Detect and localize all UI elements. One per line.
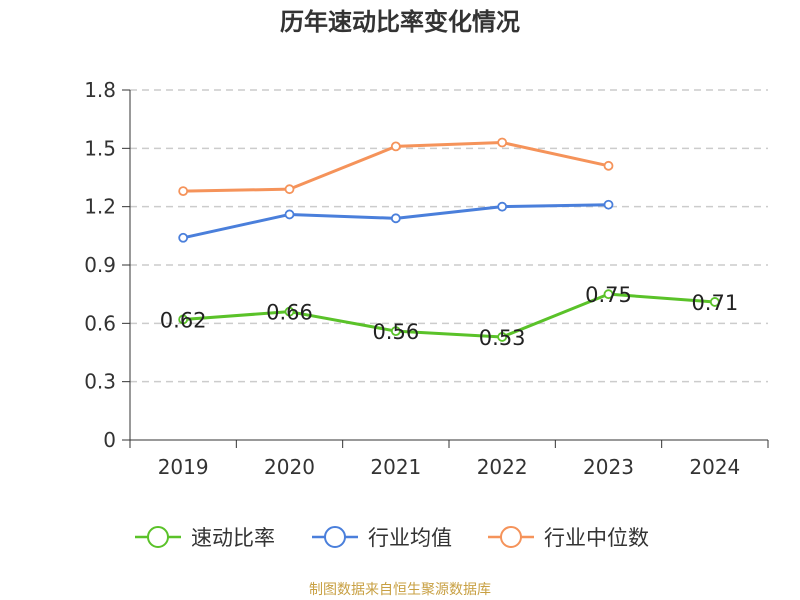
data-point (178, 314, 189, 325)
data-label: 0.56 (372, 320, 419, 344)
y-tick-label: 0.6 (84, 311, 116, 335)
y-tick-label: 0 (103, 428, 116, 452)
x-tick-label: 2024 (689, 455, 740, 479)
data-point (603, 199, 614, 210)
data-point (390, 141, 401, 152)
data-label: 0.53 (479, 326, 526, 350)
data-point (178, 186, 189, 197)
legend-label: 行业中位数 (544, 526, 649, 550)
y-tick-label: 0.3 (84, 370, 116, 394)
legend-item[interactable]: 行业中位数 (488, 526, 649, 550)
data-point (390, 326, 401, 337)
legend-item[interactable]: 速动比率 (135, 526, 275, 550)
y-tick-label: 1.5 (84, 136, 116, 160)
x-tick-label: 2022 (477, 455, 528, 479)
chart-title: 历年速动比率变化情况 (280, 8, 520, 36)
data-point (497, 137, 508, 148)
data-point (603, 289, 614, 300)
legend-label: 行业均值 (368, 526, 452, 550)
data-point (709, 297, 720, 307)
data-label: 0.62 (160, 308, 207, 332)
series-line-0 (183, 292, 715, 339)
data-point (284, 209, 295, 220)
y-tick-label: 0.9 (84, 253, 116, 277)
data-point (603, 160, 614, 171)
data-label: 0.66 (266, 301, 313, 325)
legend-marker (500, 526, 522, 548)
legend[interactable]: 速动比率 行业均值 行业中位数 (135, 526, 649, 550)
data-label: 0.75 (585, 283, 632, 307)
legend-marker (324, 526, 346, 548)
x-tick-label: 2021 (370, 455, 421, 479)
x-tick-label: 2019 (158, 455, 209, 479)
axes: 0 0.3 0.6 0.9 1.2 1.5 1.8 2019 2020 2021 2022 2023 2… (84, 78, 769, 479)
y-tick-label: 1.2 (84, 195, 116, 219)
data-labels: 0.62 0.66 0.56 0.53 0.75 0.71 (160, 283, 738, 350)
data-point (284, 306, 295, 317)
data-point (497, 201, 508, 212)
series-lines (178, 137, 720, 342)
grid-lines (130, 89, 768, 383)
data-point (390, 213, 401, 224)
data-point (284, 184, 295, 195)
x-tick-label: 2020 (264, 455, 315, 479)
legend-label: 速动比率 (191, 526, 275, 550)
legend-item[interactable]: 行业均值 (312, 526, 452, 550)
data-point (178, 232, 189, 243)
data-label: 0.71 (691, 291, 738, 315)
legend-marker (147, 526, 169, 548)
source-note: 制图数据来自恒生聚源数据库 (309, 582, 491, 598)
x-tick-label: 2023 (583, 455, 634, 479)
y-tick-label: 1.8 (84, 78, 116, 102)
data-point (497, 332, 508, 342)
